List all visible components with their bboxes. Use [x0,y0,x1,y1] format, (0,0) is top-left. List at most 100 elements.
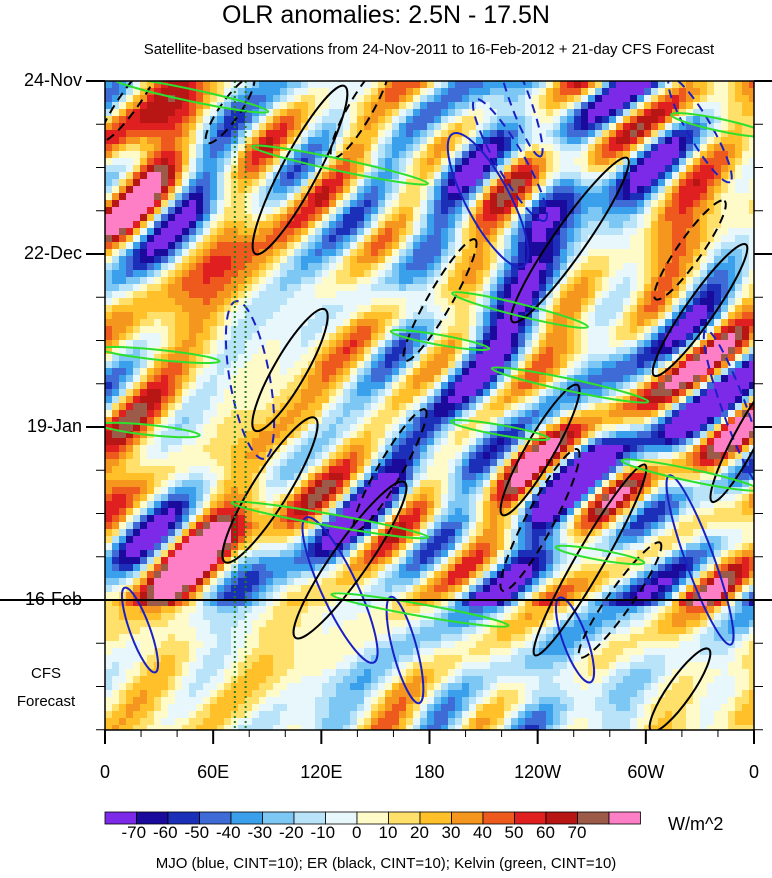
olr-cell [686,375,694,383]
olr-cell [539,452,547,460]
olr-cell [336,389,344,397]
olr-cell [322,172,330,180]
olr-cell [175,417,183,425]
olr-cell [714,137,722,145]
olr-cell [112,137,120,145]
olr-cell [672,249,680,257]
olr-cell [546,249,554,257]
olr-cell [266,326,274,334]
olr-cell [210,340,218,348]
olr-cell [490,221,498,229]
olr-cell [399,116,407,124]
subtitle-wrap: Satellite-based bservations from 24-Nov-… [0,0,772,70]
olr-cell [637,424,645,432]
olr-cell [532,347,540,355]
olr-cell [616,200,624,208]
olr-cell [546,214,554,222]
olr-cell [231,207,239,215]
olr-cell [581,305,589,313]
olr-cell [266,123,274,131]
olr-cell [273,291,281,299]
olr-cell [595,109,603,117]
olr-cell [665,340,673,348]
olr-cell [287,228,295,236]
olr-cell [126,403,134,411]
olr-cell [462,389,470,397]
olr-cell [679,389,687,397]
olr-cell [602,298,610,306]
olr-cell [294,130,302,138]
olr-cell [749,200,754,208]
olr-cell [434,193,442,201]
olr-cell [350,88,358,96]
olr-cell [469,130,477,138]
olr-cell [721,368,729,376]
olr-cell [462,396,470,404]
olr-cell [504,438,512,446]
olr-cell [602,270,610,278]
olr-cell [553,361,561,369]
olr-cell [245,221,253,229]
olr-cell [735,396,743,404]
olr-cell [427,424,435,432]
olr-cell [168,298,176,306]
olr-cell [504,263,512,271]
olr-cell [553,389,561,397]
olr-cell [329,130,337,138]
olr-cell [217,200,225,208]
olr-cell [581,144,589,152]
olr-cell [385,347,393,355]
olr-cell [672,389,680,397]
olr-cell [266,354,274,362]
olr-cell [560,445,568,453]
olr-cell [595,326,603,334]
olr-cell [518,186,526,194]
olr-cell [392,221,400,229]
olr-cell [308,326,316,334]
olr-cell [413,123,421,131]
olr-cell [399,298,407,306]
olr-cell [560,452,568,460]
olr-cell [735,214,743,222]
olr-cell [707,312,715,320]
olr-cell [133,221,141,229]
olr-cell [588,389,596,397]
olr-cell [315,298,323,306]
olr-cell [357,347,365,355]
olr-cell [301,396,309,404]
olr-cell [511,186,519,194]
olr-cell [686,151,694,159]
olr-cell [735,207,743,215]
olr-cell [336,144,344,152]
olr-cell [434,396,442,404]
olr-cell [511,235,519,243]
olr-cell [287,284,295,292]
olr-cell [574,284,582,292]
olr-cell [490,207,498,215]
olr-cell [224,207,232,215]
olr-cell [119,242,127,250]
olr-cell [553,410,561,418]
olr-cell [469,445,477,453]
olr-cell [280,221,288,229]
olr-cell [315,207,323,215]
olr-cell [322,291,330,299]
olr-cell [147,242,155,250]
olr-cell [378,186,386,194]
olr-cell [273,95,281,103]
olr-cell [483,228,491,236]
olr-cell [413,277,421,285]
olr-cell [420,375,428,383]
olr-cell [112,354,120,362]
olr-cell [182,165,190,173]
olr-cell [175,396,183,404]
olr-cell [343,242,351,250]
olr-cell [308,200,316,208]
olr-cell [140,361,148,369]
olr-cell [483,256,491,264]
olr-cell [532,410,540,418]
olr-cell [245,256,253,264]
olr-cell [630,249,638,257]
olr-cell [378,333,386,341]
olr-cell [350,270,358,278]
